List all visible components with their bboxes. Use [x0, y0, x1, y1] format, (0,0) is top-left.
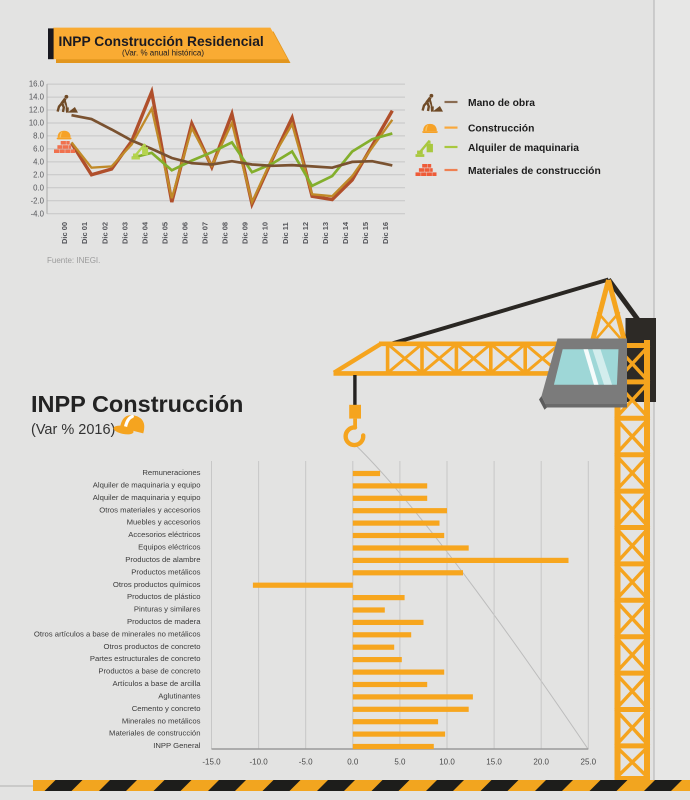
- svg-text:16.0: 16.0: [29, 80, 45, 89]
- svg-text:Otros productos de concreto: Otros productos de concreto: [104, 642, 201, 651]
- svg-text:Productos de plástico: Productos de plástico: [127, 592, 201, 601]
- svg-text:Artículos a base de arcilla: Artículos a base de arcilla: [112, 679, 201, 688]
- svg-text:Productos metálicos: Productos metálicos: [131, 567, 200, 576]
- svg-text:Aglutinantes: Aglutinantes: [158, 692, 200, 701]
- svg-text:10.0: 10.0: [439, 758, 455, 767]
- svg-text:12.0: 12.0: [29, 106, 45, 115]
- svg-text:Otros materiales y accesorios: Otros materiales y accesorios: [99, 505, 200, 514]
- svg-text:Dic 07: Dic 07: [201, 222, 210, 244]
- svg-text:INPP Construcción: INPP Construcción: [31, 391, 243, 417]
- svg-text:Materiales de construcción: Materiales de construcción: [109, 729, 200, 738]
- svg-text:INPP Construcción Residencial: INPP Construcción Residencial: [59, 34, 264, 49]
- svg-text:Dic 16: Dic 16: [381, 222, 390, 244]
- svg-text:Alquiler de maquinaria: Alquiler de maquinaria: [468, 143, 579, 154]
- svg-text:Otros productos químicos: Otros productos químicos: [113, 580, 201, 589]
- svg-text:Alquiler de maquinaria y equip: Alquiler de maquinaria y equipo: [93, 493, 201, 502]
- svg-text:Productos de alambre: Productos de alambre: [125, 555, 200, 564]
- svg-text:Fuente: INEGI.: Fuente: INEGI.: [47, 256, 100, 265]
- svg-text:Dic 12: Dic 12: [301, 222, 310, 244]
- svg-text:14.0: 14.0: [29, 93, 45, 102]
- svg-text:Materiales de construcción: Materiales de construcción: [468, 166, 601, 177]
- svg-text:Dic 15: Dic 15: [361, 222, 370, 244]
- svg-text:5.0: 5.0: [394, 758, 406, 767]
- svg-text:Dic 00: Dic 00: [60, 222, 69, 244]
- svg-text:Dic 06: Dic 06: [181, 222, 190, 244]
- svg-text:25.0: 25.0: [581, 758, 597, 767]
- svg-text:10.0: 10.0: [29, 119, 45, 128]
- svg-text:0.0: 0.0: [347, 758, 359, 767]
- svg-text:Dic 05: Dic 05: [160, 222, 169, 244]
- svg-text:Dic 10: Dic 10: [261, 222, 270, 244]
- svg-text:15.0: 15.0: [486, 758, 502, 767]
- svg-text:(Var % 2016): (Var % 2016): [31, 422, 115, 438]
- svg-text:Dic 01: Dic 01: [80, 222, 89, 244]
- svg-text:2.0: 2.0: [33, 170, 45, 179]
- svg-text:Pinturas y similares: Pinturas y similares: [134, 605, 201, 614]
- svg-text:Productos a base de concreto: Productos a base de concreto: [98, 667, 200, 676]
- svg-text:Construcción: Construcción: [468, 123, 534, 134]
- svg-text:Equipos eléctricos: Equipos eléctricos: [138, 543, 201, 552]
- svg-text:Dic 13: Dic 13: [321, 222, 330, 244]
- svg-text:Dic 02: Dic 02: [100, 222, 109, 244]
- svg-text:-10.0: -10.0: [249, 758, 268, 767]
- svg-text:INPP General: INPP General: [153, 741, 201, 750]
- svg-text:8.0: 8.0: [33, 132, 45, 141]
- svg-text:Dic 09: Dic 09: [241, 222, 250, 244]
- svg-text:-5.0: -5.0: [299, 758, 313, 767]
- svg-text:Partes estructurales de concre: Partes estructurales de concreto: [90, 654, 201, 663]
- svg-text:Minerales no metálicos: Minerales no metálicos: [122, 716, 201, 725]
- svg-text:-4.0: -4.0: [31, 209, 45, 218]
- svg-text:20.0: 20.0: [533, 758, 549, 767]
- svg-text:Cemento y concreto: Cemento y concreto: [132, 704, 201, 713]
- svg-text:6.0: 6.0: [33, 145, 45, 154]
- svg-text:Dic 14: Dic 14: [341, 221, 350, 244]
- svg-text:Dic 11: Dic 11: [281, 222, 290, 244]
- svg-text:Dic 03: Dic 03: [120, 222, 129, 244]
- svg-text:Alquiler de maquinaria y equip: Alquiler de maquinaria y equipo: [93, 481, 201, 490]
- svg-text:4.0: 4.0: [33, 158, 45, 167]
- svg-text:Mano de obra: Mano de obra: [468, 98, 535, 109]
- svg-text:Otros artículos a base de mine: Otros artículos a base de minerales no m…: [34, 629, 201, 638]
- svg-text:0.0: 0.0: [33, 183, 45, 192]
- svg-text:-2.0: -2.0: [31, 196, 45, 205]
- svg-text:Accesorios eléctricos: Accesorios eléctricos: [128, 530, 200, 539]
- svg-text:(Var. % anual histórica): (Var. % anual histórica): [122, 49, 204, 58]
- svg-text:Muebles y accesorios: Muebles y accesorios: [127, 518, 201, 527]
- svg-text:Dic 04: Dic 04: [140, 221, 149, 244]
- svg-text:Remuneraciones: Remuneraciones: [142, 468, 200, 477]
- svg-text:-15.0: -15.0: [202, 758, 221, 767]
- svg-text:Dic 08: Dic 08: [221, 222, 230, 244]
- svg-text:Productos de madera: Productos de madera: [127, 617, 201, 626]
